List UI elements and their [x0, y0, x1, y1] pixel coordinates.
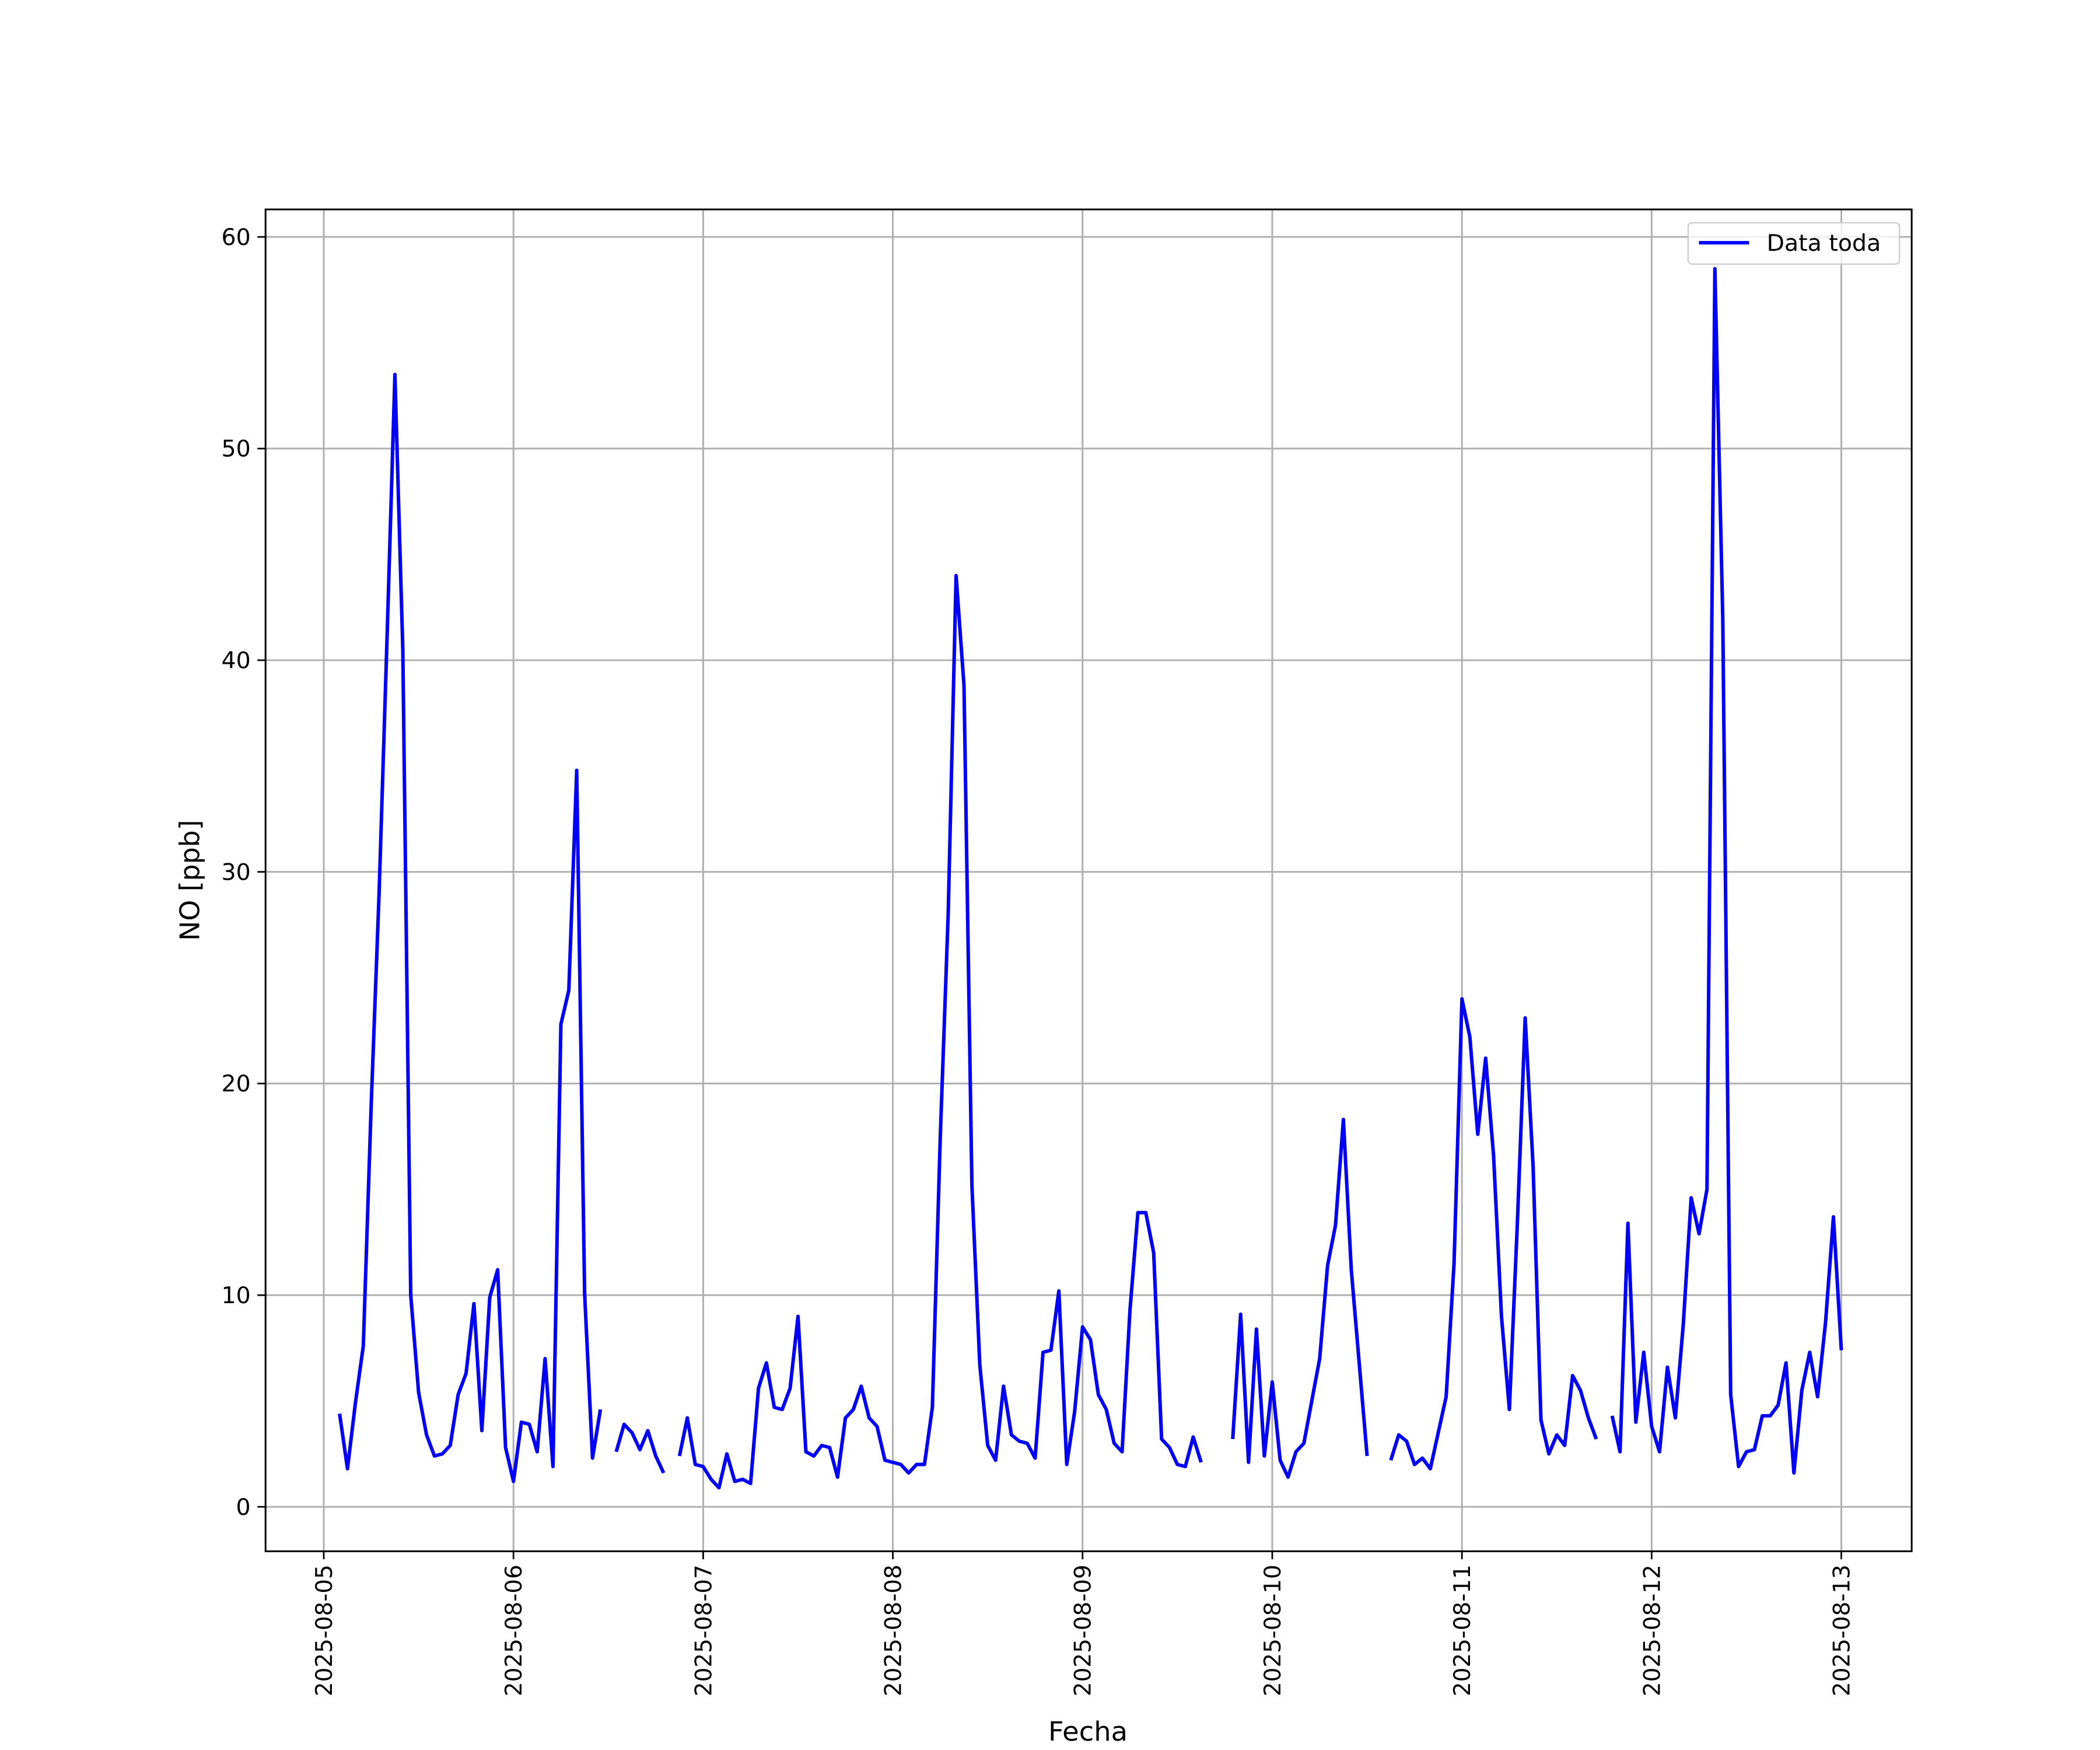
y-tick-label: 50 — [221, 436, 250, 463]
x-tick-label: 2025-08-12 — [1639, 1564, 1665, 1696]
x-tick-label: 2025-08-05 — [312, 1564, 338, 1696]
x-axis-label: Fecha — [1048, 1716, 1128, 1747]
y-tick-label: 30 — [221, 860, 250, 886]
y-tick-label: 40 — [221, 648, 250, 674]
axes-frame — [264, 208, 1913, 1552]
x-tick-label: 2025-08-11 — [1450, 1564, 1476, 1696]
legend-box — [1687, 222, 1901, 265]
y-axis-label: NO [ppb] — [174, 820, 205, 940]
data-line — [338, 267, 1843, 1490]
grid — [265, 209, 1912, 1552]
plot-area — [338, 267, 1843, 1490]
x-tick-label: 2025-08-13 — [1829, 1564, 1855, 1696]
x-tick-label: 2025-08-09 — [1070, 1564, 1096, 1696]
x-tick-label: 2025-08-06 — [501, 1564, 527, 1696]
x-tick-label: 2025-08-10 — [1260, 1564, 1286, 1696]
y-tick-label: 20 — [221, 1071, 250, 1097]
x-tick-label: 2025-08-08 — [880, 1564, 907, 1696]
y-tick-label: 10 — [221, 1283, 250, 1309]
y-tick-label: 0 — [236, 1494, 251, 1521]
legend: Data toda — [1687, 222, 1901, 265]
y-tick-label: 60 — [221, 225, 250, 251]
legend-label: Data toda — [1767, 230, 1881, 257]
x-tick-label: 2025-08-07 — [691, 1564, 717, 1696]
